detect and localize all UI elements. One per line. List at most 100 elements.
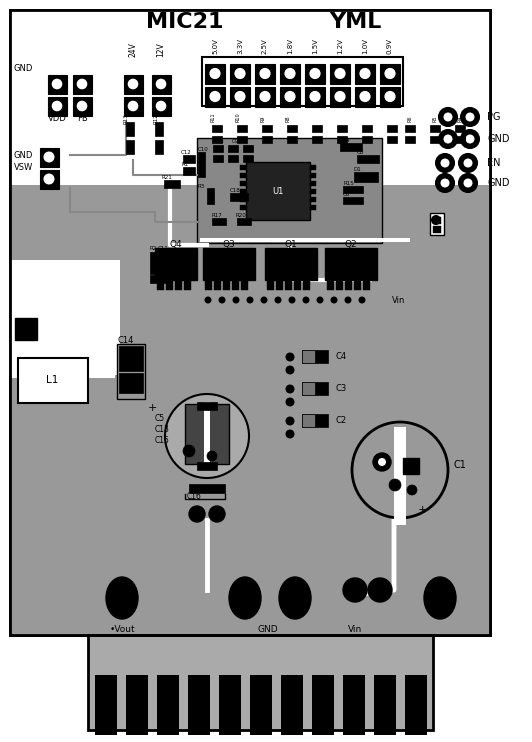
Bar: [337, 125, 347, 132]
Bar: [330, 87, 350, 107]
Circle shape: [317, 297, 323, 303]
Bar: [312, 125, 322, 132]
Ellipse shape: [424, 577, 456, 619]
Text: GND: GND: [14, 64, 34, 73]
Bar: [214, 280, 221, 290]
Text: R11: R11: [211, 112, 215, 122]
Bar: [18, 358, 88, 403]
Text: R5: R5: [433, 116, 437, 122]
Text: C8: C8: [357, 149, 364, 154]
Text: Vin: Vin: [348, 626, 362, 634]
Bar: [285, 280, 292, 290]
Bar: [205, 87, 225, 107]
Circle shape: [466, 113, 475, 122]
Circle shape: [439, 130, 457, 148]
Bar: [198, 152, 205, 177]
Circle shape: [368, 578, 392, 602]
Bar: [243, 145, 253, 152]
Bar: [294, 280, 301, 290]
Text: R8: R8: [286, 116, 290, 122]
Bar: [343, 186, 363, 193]
Text: GND: GND: [487, 134, 510, 144]
Text: Q4: Q4: [170, 240, 182, 249]
Bar: [183, 155, 195, 163]
Bar: [119, 346, 143, 371]
Polygon shape: [10, 260, 108, 375]
Bar: [230, 193, 248, 201]
Circle shape: [275, 297, 281, 303]
Circle shape: [436, 174, 454, 192]
Bar: [240, 197, 246, 202]
Bar: [205, 280, 212, 290]
Bar: [302, 350, 315, 363]
Text: C1: C1: [453, 460, 466, 470]
Circle shape: [52, 79, 62, 89]
Text: •Vout: •Vout: [109, 626, 135, 634]
Circle shape: [210, 91, 221, 102]
Circle shape: [330, 297, 337, 303]
Bar: [255, 87, 275, 107]
Bar: [197, 462, 217, 470]
Circle shape: [286, 352, 295, 361]
Bar: [203, 248, 255, 280]
Text: 1.5V: 1.5V: [312, 38, 318, 54]
Circle shape: [44, 174, 54, 185]
Bar: [330, 64, 350, 84]
Bar: [126, 122, 134, 136]
Circle shape: [360, 68, 371, 79]
Circle shape: [286, 384, 295, 393]
Text: C14: C14: [117, 335, 134, 344]
Bar: [183, 167, 195, 175]
Circle shape: [440, 179, 450, 188]
Bar: [213, 145, 223, 152]
Circle shape: [389, 479, 401, 491]
Circle shape: [436, 154, 454, 172]
Bar: [340, 143, 362, 151]
Bar: [354, 172, 378, 182]
Bar: [345, 280, 352, 290]
Text: C4: C4: [335, 352, 346, 361]
Bar: [281, 675, 303, 735]
Circle shape: [286, 416, 295, 425]
Bar: [223, 280, 230, 290]
Text: R1: R1: [181, 162, 188, 166]
Bar: [310, 181, 316, 186]
Circle shape: [360, 91, 371, 102]
Bar: [430, 136, 440, 143]
Bar: [405, 136, 415, 143]
Circle shape: [310, 91, 321, 102]
Bar: [394, 427, 406, 525]
Bar: [197, 402, 217, 410]
Circle shape: [156, 101, 167, 111]
Bar: [240, 205, 246, 210]
Bar: [157, 675, 179, 735]
Circle shape: [359, 297, 365, 303]
Text: C5: C5: [155, 413, 165, 422]
Bar: [175, 280, 182, 290]
Text: L1: L1: [46, 375, 58, 385]
Text: Q2: Q2: [345, 240, 358, 249]
Circle shape: [385, 91, 396, 102]
Bar: [403, 458, 419, 474]
Circle shape: [373, 453, 391, 471]
Circle shape: [303, 297, 310, 303]
Circle shape: [385, 68, 396, 79]
Circle shape: [219, 297, 226, 303]
Circle shape: [52, 101, 62, 111]
Circle shape: [459, 154, 477, 172]
Bar: [119, 373, 143, 393]
Bar: [10, 260, 120, 375]
Circle shape: [459, 174, 477, 192]
Bar: [325, 248, 377, 280]
Text: 5.0V: 5.0V: [212, 38, 218, 54]
Bar: [123, 74, 143, 93]
Circle shape: [345, 297, 352, 303]
Bar: [310, 165, 316, 170]
Bar: [312, 136, 322, 143]
Bar: [10, 10, 490, 635]
Bar: [455, 136, 465, 143]
Bar: [302, 382, 328, 395]
Text: +: +: [147, 403, 157, 413]
Text: FB: FB: [77, 114, 87, 122]
Bar: [310, 189, 316, 194]
